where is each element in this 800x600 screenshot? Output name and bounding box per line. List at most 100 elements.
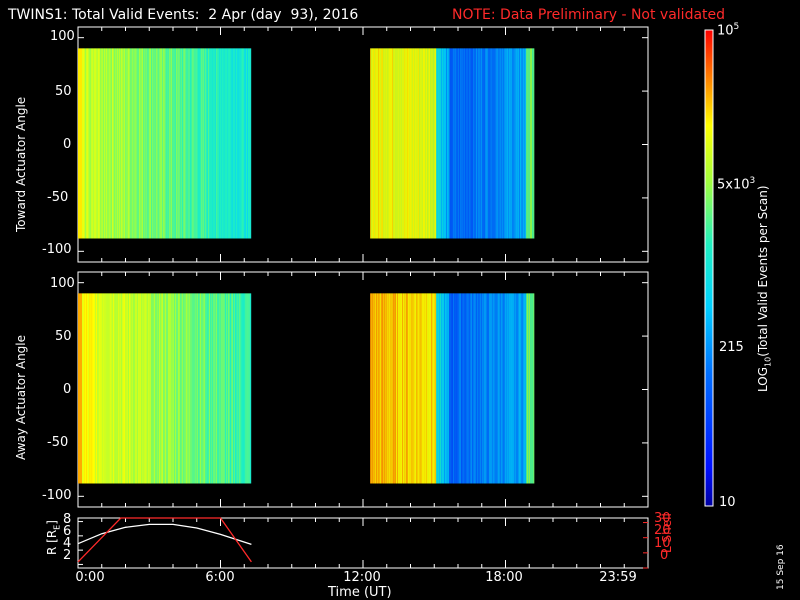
heatmap-cell (515, 293, 517, 484)
heatmap-cell (528, 293, 530, 484)
heatmap-cell (187, 293, 189, 484)
heatmap-cell (406, 48, 408, 239)
heatmap-cell (432, 293, 434, 484)
heatmap-cell (444, 293, 446, 484)
heatmap-cell (376, 293, 378, 484)
heatmap-cell (153, 48, 155, 239)
heatmap-cell (501, 48, 503, 239)
heatmap-cell (115, 293, 117, 484)
heatmap-cell (424, 48, 426, 239)
heatmap-cell (440, 293, 442, 484)
heatmap-cell (487, 293, 489, 484)
heatmap-cell (461, 293, 463, 484)
heatmap-cell (190, 48, 192, 239)
heatmap-cell (91, 293, 93, 484)
heatmap-cell (519, 48, 521, 239)
heatmap-cell (523, 48, 525, 239)
heatmap-cell (417, 293, 419, 484)
heatmap-cell (98, 293, 100, 484)
heatmap-cell (404, 48, 406, 239)
heatmap-cell (189, 48, 191, 239)
heatmap-cell (486, 293, 488, 484)
heatmap-cell (92, 48, 94, 239)
heatmap-cell (174, 48, 176, 239)
heatmap-cell (499, 293, 501, 484)
heatmap-cell (196, 48, 198, 239)
heatmap-cell (218, 293, 220, 484)
heatmap-cell (531, 293, 533, 484)
heatmap-cell (116, 48, 118, 239)
r-ytick: 2 (63, 548, 72, 563)
heatmap-cell (147, 48, 149, 239)
heatmap-cell (176, 48, 178, 239)
heatmap-cell (525, 48, 527, 239)
heatmap-cell (246, 293, 248, 484)
heatmap-cell (402, 293, 404, 484)
heatmap-cell (438, 293, 440, 484)
heatmap-cell (425, 293, 427, 484)
heatmap-cell (491, 48, 493, 239)
heatmap-cell (436, 293, 438, 484)
heatmap-cell (126, 293, 128, 484)
heatmap-cell (114, 48, 116, 239)
heatmap-cell (475, 48, 477, 239)
heatmap-cell (385, 293, 387, 484)
heatmap-cell (194, 48, 196, 239)
heatmap-cell (159, 293, 161, 484)
heatmap-cell (419, 293, 421, 484)
heatmap-cell (443, 48, 445, 239)
heatmap-cell (372, 48, 374, 239)
heatmap-cell (214, 293, 216, 484)
heatmap-cell (405, 293, 407, 484)
heatmap-cell (463, 293, 465, 484)
heatmap-cell (503, 293, 505, 484)
heatmap-cell (485, 293, 487, 484)
heatmap-cell (194, 293, 196, 484)
heatmap-cell (222, 293, 224, 484)
heatmap-cell (373, 293, 375, 484)
heatmap-cell (516, 293, 518, 484)
heatmap-cell (498, 293, 500, 484)
heatmap-cell (144, 293, 146, 484)
heatmap-cell (374, 293, 376, 484)
heatmap-cell (92, 293, 94, 484)
heatmap-cell (377, 48, 379, 239)
heatmap-cell (492, 48, 494, 239)
heatmap-cell (512, 48, 514, 239)
heatmap-cell (472, 48, 474, 239)
heatmap-cell (388, 48, 390, 239)
heatmap-cell (180, 293, 182, 484)
heatmap-cell (226, 48, 228, 239)
r-ytick: 8 (63, 512, 72, 527)
heatmap-cell (198, 293, 200, 484)
heatmap-cell (495, 293, 497, 484)
heatmap-cell (434, 293, 436, 484)
heatmap-cell (240, 293, 242, 484)
heatmap-cell (469, 48, 471, 239)
heatmap-cell (195, 48, 197, 239)
heatmap-cell (161, 48, 163, 239)
heatmap-cell (82, 293, 84, 484)
heatmap-cell (171, 293, 173, 484)
heatmap-cell (530, 48, 532, 239)
heatmap-cell (482, 293, 484, 484)
heatmap-cell (502, 293, 504, 484)
heatmap-cell (504, 48, 506, 239)
heatmap-cell (490, 293, 492, 484)
heatmap-cell (152, 293, 154, 484)
heatmap-cell (131, 293, 133, 484)
heatmap-cell (128, 293, 130, 484)
heatmap-cell (443, 293, 445, 484)
heatmap-cell (137, 293, 139, 484)
colorbar (704, 29, 714, 507)
heatmap-cell (171, 48, 173, 239)
heatmap-cell (225, 293, 227, 484)
heatmap-cell (198, 48, 200, 239)
x-tick: 0:00 (75, 570, 105, 585)
heatmap-cell (249, 293, 251, 484)
heatmap-cell (462, 293, 464, 484)
heatmap-cell (121, 293, 123, 484)
heatmap-cell (445, 48, 447, 239)
heatmap-cell (118, 48, 120, 239)
heatmap-cell (533, 48, 535, 239)
